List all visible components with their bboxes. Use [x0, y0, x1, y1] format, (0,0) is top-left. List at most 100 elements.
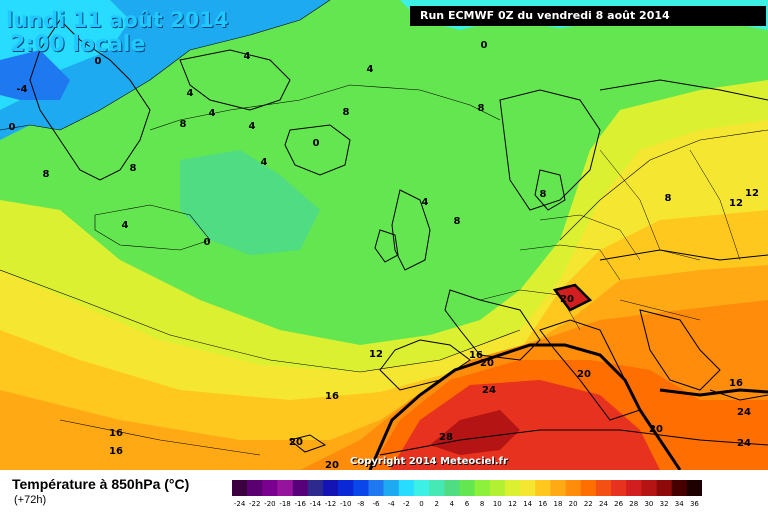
- color-swatch: [429, 480, 445, 496]
- isotherm-label: 20: [649, 424, 663, 435]
- isotherm-labels: 0 0 -4 0 4 4 4 4 8 8 8 4 8 0 4 8 4 0 8 4…: [9, 40, 759, 470]
- color-swatch: [247, 480, 263, 496]
- isotherm-label: 8: [540, 189, 547, 200]
- legend-title: Température à 850hPa (°C): [12, 476, 190, 492]
- color-swatch: [595, 480, 612, 496]
- color-swatch: [277, 480, 293, 496]
- color-swatch: [459, 480, 475, 496]
- temperature-map: 0 0 -4 0 4 4 4 4 8 8 8 4 8 0 4 8 4 0 8 4…: [0, 0, 768, 470]
- color-swatch: [474, 480, 491, 496]
- legend-footer: Température à 850hPa (°C) (+72h) -24 -22-…: [0, 470, 768, 512]
- isotherm-label: 0: [481, 40, 488, 51]
- scale-tick-label: -22: [249, 500, 260, 508]
- isotherm-label: 20: [325, 460, 339, 470]
- scale-tick-label: -2: [403, 500, 410, 508]
- color-swatch: [656, 480, 672, 496]
- isotherm-label: 4: [187, 88, 194, 99]
- isotherm-label: 24: [737, 438, 751, 449]
- isotherm-label: 24: [737, 407, 751, 418]
- scale-tick-label: 22: [584, 500, 593, 508]
- isotherm-label: 8: [180, 119, 187, 130]
- color-swatch: [489, 480, 506, 496]
- field-greenland-cold: [0, 50, 70, 100]
- isotherm-label: 8: [43, 169, 50, 180]
- color-swatch: [353, 480, 369, 496]
- isotherm-label: 16: [109, 446, 123, 457]
- scale-tick-label: -14: [310, 500, 322, 508]
- scale-tick-label: 4: [450, 500, 455, 508]
- isotherm-label: 8: [130, 163, 137, 174]
- scale-tick-label: 28: [629, 500, 638, 508]
- isotherm-label: 4: [249, 121, 256, 132]
- isotherm-label: 8: [454, 216, 461, 227]
- coastlines: [29, 19, 768, 456]
- color-swatch: [626, 480, 642, 496]
- isotherm-label: 0: [95, 56, 102, 67]
- scale-tick-label: -10: [340, 500, 351, 508]
- scale-tick-label: 2: [434, 500, 438, 508]
- scale-tick-label: 32: [660, 500, 669, 508]
- isotherms: [0, 0, 768, 456]
- isotherm-label: 0: [204, 237, 211, 248]
- legend-subtitle: (+72h): [14, 494, 47, 506]
- color-swatch: [580, 480, 597, 496]
- forecast-date: lundi 11 août 2014: [6, 8, 229, 32]
- scale-tick-label: 18: [554, 500, 563, 508]
- isotherm-label: 16: [109, 428, 123, 439]
- isotherm-label: 20: [577, 369, 591, 380]
- scale-tick-label: 26: [614, 500, 623, 508]
- isotherm-label: -4: [16, 84, 27, 95]
- color-swatch: [232, 480, 248, 496]
- color-swatch: [292, 480, 309, 496]
- color-swatch: [671, 480, 688, 496]
- isotherm-label: 4: [422, 197, 429, 208]
- scale-tick-label: 24: [599, 500, 608, 508]
- isotherm-20-alps: [552, 283, 593, 312]
- isotherm-label: 8: [343, 107, 350, 118]
- color-swatch: [383, 480, 400, 496]
- scale-tick-label: 8: [480, 500, 484, 508]
- isotherm-label: 20: [560, 294, 574, 305]
- scale-tick-label: 20: [569, 500, 578, 508]
- scale-tick-label: 6: [465, 500, 470, 508]
- isotherm-label: 16: [729, 378, 743, 389]
- scale-tick-label: -6: [373, 500, 381, 508]
- isotherm-label: 4: [122, 220, 129, 231]
- isotherm-label: 12: [745, 188, 759, 199]
- isotherm-label: 0: [313, 138, 320, 149]
- isotherm-label: 16: [325, 391, 339, 402]
- scale-tick-label: 14: [523, 500, 532, 508]
- color-swatch: [550, 480, 566, 496]
- isotherm-20-thick: [368, 343, 768, 470]
- scale-tick-label: 10: [493, 500, 502, 508]
- isotherm-label: 16: [469, 350, 483, 361]
- isotherm-label: 4: [261, 157, 268, 168]
- color-swatch: [444, 480, 460, 496]
- isotherm-label: 12: [369, 349, 383, 360]
- isotherm-label: 8: [478, 103, 485, 114]
- color-swatch: [611, 480, 627, 496]
- scale-tick-label: 12: [508, 500, 517, 508]
- isotherm-label: 20: [480, 358, 494, 369]
- color-swatch: [338, 480, 354, 496]
- field-atlantic-teal: [180, 150, 320, 255]
- color-swatch: [686, 480, 702, 496]
- country-borders: [479, 149, 741, 331]
- scale-tick-label: -12: [325, 500, 336, 508]
- isotherm-label: 28: [439, 432, 453, 443]
- color-swatch: [307, 480, 324, 496]
- color-swatch: [565, 480, 582, 496]
- isotherm-label: 24: [482, 385, 496, 396]
- isotherm-label: 4: [209, 108, 216, 119]
- scale-tick-label: -20: [264, 500, 275, 508]
- scale-tick-label: 0: [419, 500, 423, 508]
- color-swatch: [504, 480, 521, 496]
- color-swatch: [520, 480, 536, 496]
- model-run-label: Run ECMWF 0Z du vendredi 8 août 2014: [410, 6, 766, 26]
- scale-tick-label: 34: [675, 500, 684, 508]
- scale-tick-label: 30: [644, 500, 653, 508]
- scale-tick-label: -24: [234, 500, 246, 508]
- isotherm-label: 4: [244, 51, 251, 62]
- isotherm-label: 0: [9, 122, 16, 133]
- scale-tick-label: -18: [279, 500, 290, 508]
